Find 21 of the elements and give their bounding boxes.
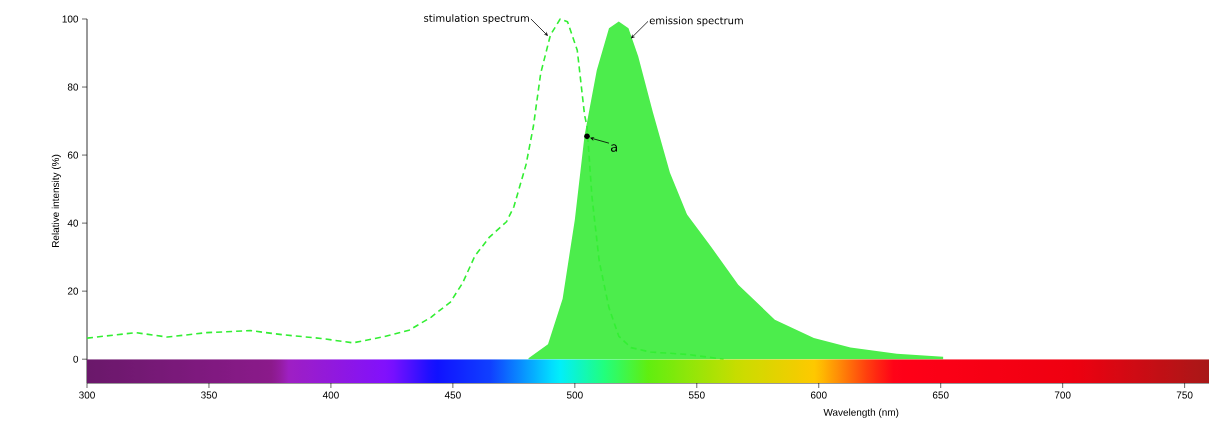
x-tick-label: 400 xyxy=(322,391,339,399)
y-tick-label: 20 xyxy=(67,287,79,295)
x-tick-label: 750 xyxy=(1176,391,1193,399)
annotation: a xyxy=(610,144,617,152)
x-tick-label: 650 xyxy=(932,391,949,399)
y-tick-label: 40 xyxy=(67,219,79,227)
x-tick-label: 300 xyxy=(79,391,95,399)
x-tick-label: 700 xyxy=(1054,391,1071,399)
x-tick-label: 500 xyxy=(566,391,583,399)
x-tick-label: 550 xyxy=(688,391,705,399)
x-tick-label: 600 xyxy=(810,391,827,399)
x-tick-label: 450 xyxy=(444,391,461,399)
y-tick-label: 0 xyxy=(73,355,79,363)
x-tick-label: 350 xyxy=(201,391,217,399)
text: stimulation spectrum xyxy=(424,14,529,24)
y-axis-title: Relative intensity (%) xyxy=(51,154,62,247)
text: emission spectrum xyxy=(649,16,743,27)
x-axis-title: Wavelength (nm) xyxy=(823,408,899,418)
y-tick-label: 60 xyxy=(67,151,79,159)
y-tick-label: 100 xyxy=(62,15,79,23)
y-tick-label: 80 xyxy=(67,83,79,91)
